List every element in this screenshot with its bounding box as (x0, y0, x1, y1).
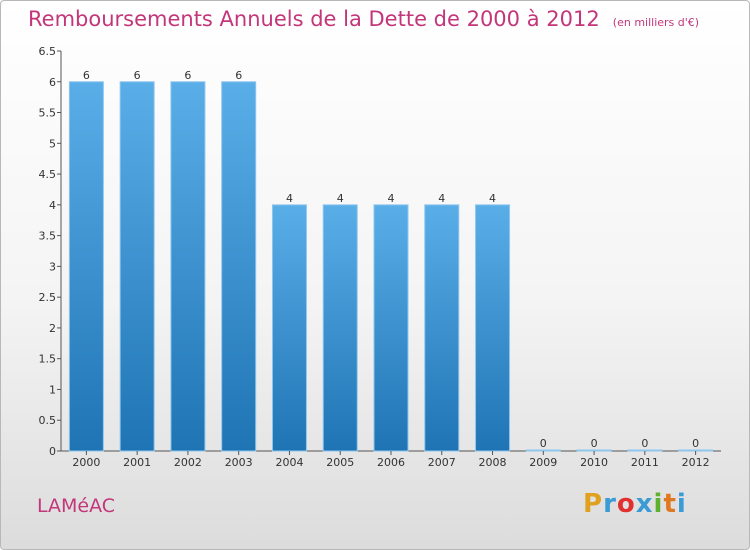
bar (322, 204, 358, 452)
bar (373, 204, 409, 452)
x-tick-label: 2008 (479, 456, 507, 469)
data-label: 4 (388, 192, 395, 205)
x-tick-label: 2006 (377, 456, 405, 469)
y-tick-label: 5.5 (39, 107, 57, 120)
y-tick-label: 1 (49, 383, 56, 396)
y-tick-label: 5 (49, 137, 56, 150)
proxiti-logo: Proxiti (583, 489, 687, 519)
x-tick-label: 2012 (682, 456, 710, 469)
data-label: 4 (286, 192, 293, 205)
x-tick-label: 2009 (529, 456, 557, 469)
data-label: 0 (540, 437, 547, 450)
bar (68, 81, 104, 452)
logo-letter: t (663, 489, 677, 519)
bar (170, 81, 206, 452)
bar (475, 204, 511, 452)
y-tick-label: 1.5 (39, 353, 57, 366)
y-tick-label: 0.5 (39, 414, 57, 427)
data-label: 0 (641, 437, 648, 450)
logo-letter: x (635, 489, 654, 519)
bar (678, 449, 714, 452)
title-text: Remboursements Annuels de la Dette de 20… (28, 7, 600, 31)
bar (221, 81, 257, 452)
x-tick-label: 2011 (631, 456, 659, 469)
bar (271, 204, 307, 452)
chart-title: Remboursements Annuels de la Dette de 20… (28, 7, 699, 31)
x-tick-label: 2005 (326, 456, 354, 469)
logo-letter: i (653, 489, 664, 519)
bar (627, 449, 663, 452)
bar (576, 449, 612, 452)
unit-text: (en milliers d'€) (612, 16, 700, 29)
logo-letter: o (616, 489, 636, 519)
y-tick-label: 3.5 (39, 230, 57, 243)
commune-name: LAMéAC (37, 495, 116, 517)
y-tick-label: 6.5 (39, 45, 57, 58)
data-label: 0 (692, 437, 699, 450)
x-tick-label: 2010 (580, 456, 608, 469)
y-tick-label: 3 (49, 260, 56, 273)
x-tick-label: 2003 (225, 456, 253, 469)
bar (119, 81, 155, 452)
x-tick-label: 2000 (72, 456, 100, 469)
data-label: 0 (591, 437, 598, 450)
y-tick-label: 6 (49, 76, 56, 89)
bar (525, 449, 561, 452)
y-tick-label: 4.5 (39, 168, 57, 181)
data-label: 4 (438, 192, 445, 205)
x-tick-label: 2004 (275, 456, 303, 469)
logo-letter: r (603, 489, 617, 519)
data-label: 4 (337, 192, 344, 205)
data-label: 6 (235, 69, 242, 82)
y-tick-label: 4 (49, 199, 56, 212)
data-label: 6 (83, 69, 90, 82)
bar (424, 204, 460, 452)
y-tick-label: 2 (49, 322, 56, 335)
x-tick-label: 2001 (123, 456, 151, 469)
x-tick-label: 2002 (174, 456, 202, 469)
y-tick-label: 2.5 (39, 291, 57, 304)
data-label: 6 (134, 69, 141, 82)
data-label: 4 (489, 192, 496, 205)
data-label: 6 (184, 69, 191, 82)
logo-letter: i (676, 489, 687, 519)
y-tick-label: 0 (49, 445, 56, 458)
logo-letter: P (583, 489, 604, 519)
x-tick-label: 2007 (428, 456, 456, 469)
